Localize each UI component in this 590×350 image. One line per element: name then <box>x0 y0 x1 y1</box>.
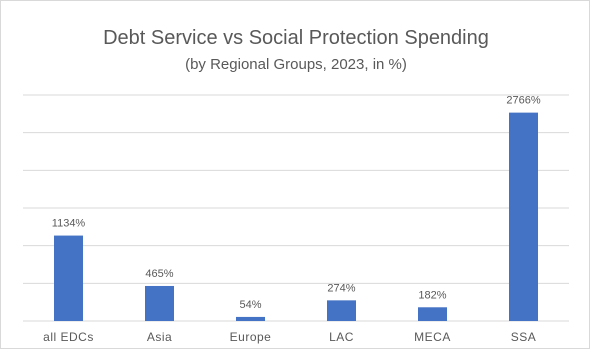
category-label: Asia <box>147 330 172 344</box>
bar-europe <box>236 316 265 321</box>
data-label: 465% <box>145 268 173 280</box>
data-label: 274% <box>327 282 355 294</box>
chart-subtitle: (by Regional Groups, 2023, in %) <box>185 56 407 73</box>
bar-ssa <box>509 112 538 322</box>
bar-lac <box>327 300 356 321</box>
category-label: all EDCs <box>43 330 94 344</box>
category-label: MECA <box>414 330 451 344</box>
data-label: 54% <box>239 299 261 311</box>
data-label: 1134% <box>52 218 86 230</box>
category-label: Europe <box>230 330 272 344</box>
bar-all-edcs <box>54 235 83 321</box>
chart-title: Debt Service vs Social Protection Spendi… <box>103 27 489 49</box>
bar-meca <box>418 307 447 321</box>
category-label: LAC <box>329 330 354 344</box>
bar-asia <box>145 285 174 321</box>
data-label: 182% <box>418 289 446 301</box>
category-label: SSA <box>511 330 537 344</box>
data-label: 2766% <box>506 95 540 107</box>
